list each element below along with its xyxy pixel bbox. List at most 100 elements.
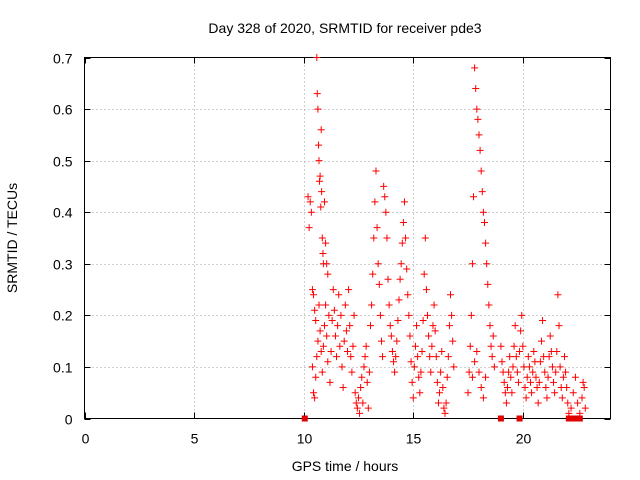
data-point bbox=[473, 105, 481, 113]
data-point bbox=[371, 198, 379, 206]
data-point bbox=[382, 208, 390, 216]
data-point bbox=[442, 399, 450, 407]
data-point bbox=[550, 378, 558, 386]
data-point bbox=[529, 368, 537, 376]
data-point bbox=[310, 389, 318, 397]
data-point bbox=[426, 353, 434, 361]
data-point bbox=[421, 234, 429, 242]
data-point bbox=[555, 322, 563, 330]
data-point bbox=[489, 332, 497, 340]
data-point bbox=[344, 347, 351, 355]
data-point bbox=[408, 378, 416, 386]
data-point bbox=[574, 399, 582, 407]
plot-frame bbox=[84, 57, 611, 419]
data-point bbox=[449, 337, 457, 345]
data-point bbox=[314, 337, 322, 345]
data-point bbox=[466, 342, 474, 350]
data-point bbox=[391, 368, 399, 376]
data-point bbox=[482, 373, 490, 381]
data-point bbox=[503, 384, 511, 392]
data-point bbox=[386, 322, 394, 330]
data-point bbox=[448, 311, 456, 319]
data-point bbox=[519, 342, 527, 350]
data-point bbox=[431, 327, 439, 335]
data-point bbox=[404, 291, 412, 299]
data-point bbox=[313, 54, 321, 61]
data-point bbox=[422, 286, 430, 294]
data-point bbox=[377, 337, 385, 345]
data-point bbox=[354, 394, 362, 402]
y-tick-label: 0.5 bbox=[53, 154, 73, 170]
data-point bbox=[487, 342, 495, 350]
data-point bbox=[396, 275, 404, 283]
zero-marker bbox=[301, 415, 308, 422]
data-point bbox=[580, 384, 588, 392]
data-point bbox=[553, 347, 561, 355]
data-point bbox=[521, 384, 529, 392]
data-point bbox=[558, 394, 566, 402]
data-point bbox=[399, 219, 407, 227]
data-point bbox=[414, 353, 422, 361]
data-point bbox=[384, 275, 392, 283]
data-point bbox=[477, 167, 485, 175]
data-point bbox=[326, 378, 334, 386]
data-point bbox=[315, 157, 323, 165]
data-point bbox=[581, 404, 589, 412]
data-point bbox=[337, 311, 345, 319]
data-point bbox=[506, 353, 514, 361]
data-point bbox=[387, 332, 395, 340]
data-point bbox=[427, 368, 435, 376]
data-point bbox=[543, 394, 551, 402]
data-point bbox=[415, 373, 423, 381]
data-point bbox=[314, 105, 322, 113]
y-tick-label: 0.2 bbox=[53, 308, 73, 324]
data-point bbox=[338, 363, 346, 371]
data-point bbox=[438, 347, 446, 355]
data-point bbox=[330, 306, 338, 314]
data-point bbox=[398, 239, 406, 247]
data-point bbox=[395, 296, 403, 304]
data-point bbox=[507, 373, 515, 381]
data-point bbox=[329, 286, 337, 294]
data-point bbox=[484, 280, 492, 288]
data-point bbox=[465, 368, 473, 376]
data-point bbox=[523, 373, 531, 381]
data-point bbox=[518, 311, 526, 319]
data-point bbox=[443, 373, 451, 381]
data-point bbox=[571, 373, 579, 381]
data-point bbox=[524, 353, 532, 361]
data-point bbox=[567, 404, 575, 412]
data-point bbox=[477, 384, 485, 392]
data-point bbox=[305, 224, 313, 232]
data-point bbox=[352, 399, 360, 407]
data-point bbox=[470, 193, 478, 201]
data-point bbox=[468, 260, 476, 268]
data-point bbox=[405, 311, 413, 319]
data-point bbox=[505, 368, 513, 376]
y-tick-label: 0 bbox=[65, 412, 73, 428]
data-point bbox=[479, 208, 487, 216]
data-point bbox=[476, 146, 484, 154]
data-point bbox=[365, 368, 373, 376]
data-point bbox=[471, 64, 479, 72]
data-point bbox=[411, 342, 419, 350]
y-tick-label: 0.1 bbox=[53, 360, 73, 376]
data-point bbox=[363, 378, 371, 386]
data-point bbox=[418, 347, 426, 355]
data-point bbox=[472, 84, 480, 92]
data-point bbox=[334, 322, 342, 330]
data-point bbox=[539, 317, 547, 325]
data-point bbox=[501, 389, 509, 397]
data-point bbox=[313, 353, 321, 361]
data-point bbox=[428, 342, 436, 350]
data-point bbox=[356, 409, 364, 417]
data-point bbox=[563, 384, 571, 392]
data-point bbox=[367, 322, 375, 330]
data-point bbox=[482, 239, 490, 247]
data-point bbox=[385, 301, 393, 309]
data-point bbox=[323, 260, 331, 268]
y-tick-label: 0.6 bbox=[53, 102, 73, 118]
data-point bbox=[429, 322, 437, 330]
data-point bbox=[552, 368, 560, 376]
data-point bbox=[410, 363, 418, 371]
